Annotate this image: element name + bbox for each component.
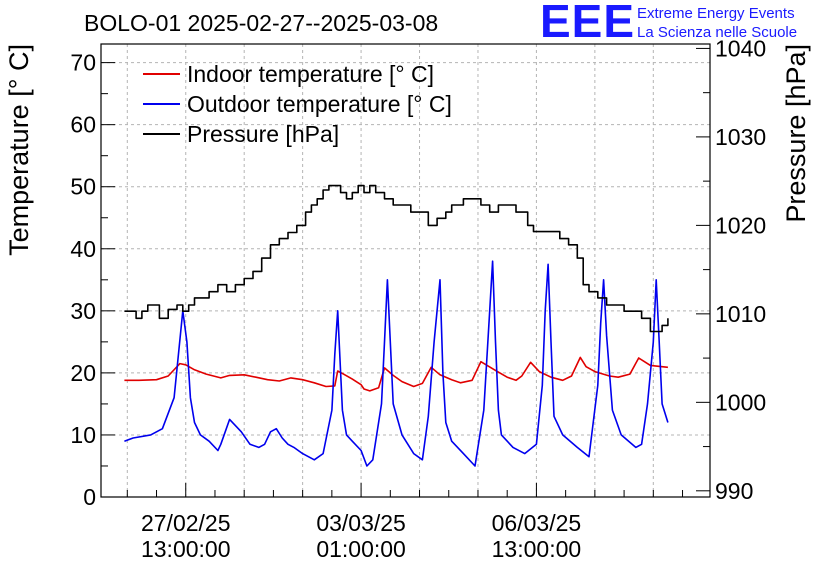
eee-logo-text: Extreme Energy Events La Scienza nelle S…: [637, 4, 797, 42]
series-line-outdoor: [124, 260, 669, 467]
y-tick-label: 0: [83, 484, 96, 510]
y-tick-label: 30: [70, 298, 96, 324]
x-tick-label-date: 27/02/25: [141, 510, 231, 536]
y-tick-label: 60: [70, 112, 96, 138]
x-tick-label-date: 06/03/25: [492, 510, 582, 536]
series-line-indoor: [124, 356, 668, 392]
y2-tick-label: 990: [715, 478, 753, 504]
y-axis-title: Temperature [° C]: [4, 44, 34, 256]
y-tick-label: 50: [70, 174, 96, 200]
y2-tick-label: 1000: [715, 389, 766, 415]
chart-title: BOLO-01 2025-02-27--2025-03-08: [84, 10, 439, 36]
series-line-pressure: [124, 184, 669, 333]
y2-tick-label: 1010: [715, 301, 766, 327]
y-tick-label: 20: [70, 360, 96, 386]
y2-tick-label: 1040: [715, 35, 766, 61]
logo-line-2: La Scienza nelle Scuole: [637, 24, 798, 41]
y-tick-label: 40: [70, 236, 96, 262]
legend-label: Indoor temperature [° C]: [187, 61, 434, 87]
logo-line-1: Extreme Energy Events: [637, 5, 795, 22]
x-tick-label-time: 01:00:00: [316, 536, 406, 562]
x-tick-label-time: 13:00:00: [492, 536, 582, 562]
plot-frame: [100, 43, 711, 498]
x-tick-label-time: 13:00:00: [141, 536, 231, 562]
legend-label: Outdoor temperature [° C]: [187, 91, 452, 117]
y-tick-label: 70: [70, 50, 96, 76]
y-tick-label: 10: [70, 422, 96, 448]
x-tick-label-date: 03/03/25: [316, 510, 406, 536]
legend-label: Pressure [hPa]: [187, 121, 339, 147]
y2-tick-label: 1020: [715, 212, 766, 238]
y2-tick-label: 1030: [715, 124, 766, 150]
eee-logo: EEE: [540, 0, 636, 47]
y2-axis-title: Pressure [hPa]: [781, 44, 811, 223]
